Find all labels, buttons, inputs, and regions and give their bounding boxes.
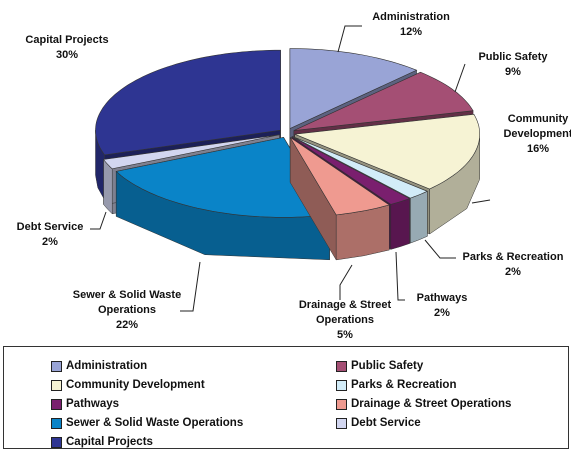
legend-swatch bbox=[336, 379, 347, 391]
legend-label: Capital Projects bbox=[66, 436, 153, 448]
label-value: 22% bbox=[115, 319, 139, 331]
label-value: 2% bbox=[505, 266, 521, 278]
label-name: Debt Service bbox=[16, 221, 84, 233]
slice bbox=[291, 136, 411, 205]
slice bbox=[115, 137, 331, 218]
label-name: Parks & Recreation bbox=[462, 251, 564, 263]
leader-line bbox=[454, 63, 466, 93]
legend-label: Sewer & Solid Waste Operations bbox=[66, 417, 244, 429]
legend-item: Parks & Recreation bbox=[336, 379, 456, 391]
slice-wall bbox=[410, 190, 428, 244]
legend-swatch bbox=[51, 379, 62, 391]
legend-item: Public Safety bbox=[336, 360, 423, 372]
legend-item: Pathways bbox=[51, 398, 119, 410]
data-label: Community Development 16% bbox=[493, 112, 571, 157]
slice bbox=[95, 49, 281, 156]
label-value: 2% bbox=[42, 236, 58, 248]
legend-item: Capital Projects bbox=[51, 436, 153, 448]
leader-line bbox=[395, 251, 405, 301]
label-name: Pathways bbox=[416, 292, 468, 304]
slice bbox=[293, 71, 474, 131]
leader-line bbox=[424, 239, 456, 259]
data-label: Drainage & Street Operations 5% bbox=[290, 298, 400, 343]
legend: Administration Public Safety Community Dev… bbox=[3, 346, 569, 449]
data-label: Administration 12% bbox=[351, 10, 471, 40]
label-value: 9% bbox=[505, 66, 521, 78]
legend-item: Administration bbox=[51, 360, 147, 372]
data-label: Debt Service 2% bbox=[5, 220, 95, 250]
legend-label: Drainage & Street Operations bbox=[351, 398, 512, 410]
slice bbox=[289, 137, 391, 216]
legend-swatch bbox=[51, 417, 62, 429]
label-value: 12% bbox=[399, 26, 423, 38]
data-label: Public Safety 9% bbox=[458, 50, 568, 80]
label-name: Community Development bbox=[503, 113, 571, 140]
data-label: Capital Projects 30% bbox=[12, 33, 122, 63]
leader-line bbox=[90, 211, 107, 230]
leader-line bbox=[471, 199, 491, 204]
data-label: Parks & Recreation 2% bbox=[453, 250, 571, 280]
legend-label: Debt Service bbox=[351, 417, 421, 429]
legend-swatch bbox=[336, 360, 347, 372]
leader-line bbox=[339, 264, 353, 300]
legend-swatch bbox=[51, 398, 62, 410]
label-name: Administration bbox=[372, 11, 450, 23]
legend-label: Parks & Recreation bbox=[351, 379, 457, 391]
legend-swatch bbox=[51, 436, 62, 448]
data-label: Pathways 2% bbox=[402, 291, 482, 321]
legend-item: Community Development bbox=[51, 379, 205, 391]
slice bbox=[103, 134, 280, 170]
leader-line bbox=[337, 25, 362, 53]
data-label: Sewer & Solid Waste Operations 22% bbox=[72, 288, 182, 333]
legend-swatch bbox=[51, 360, 62, 372]
slice bbox=[292, 136, 429, 199]
legend-swatch bbox=[336, 417, 347, 429]
legend-item: Debt Service bbox=[336, 417, 421, 429]
slice bbox=[294, 113, 480, 190]
label-name: Capital Projects bbox=[25, 34, 109, 46]
label-value: 30% bbox=[55, 49, 79, 61]
chart bbox=[90, 25, 491, 312]
legend-label: Pathways bbox=[66, 398, 120, 410]
label-name: Drainage & Street Operations bbox=[298, 299, 392, 326]
slice bbox=[289, 48, 418, 130]
label-name: Public Safety bbox=[478, 51, 548, 63]
label-value: 2% bbox=[434, 307, 450, 319]
label-name: Sewer & Solid Waste Operations bbox=[72, 289, 182, 316]
legend-swatch bbox=[336, 398, 347, 410]
label-value: 16% bbox=[526, 143, 550, 155]
label-value: 5% bbox=[337, 329, 353, 341]
legend-label: Public Safety bbox=[351, 360, 424, 372]
leader-line bbox=[180, 261, 201, 312]
legend-item: Sewer & Solid Waste Operations bbox=[51, 417, 243, 429]
legend-label: Community Development bbox=[66, 379, 205, 391]
slice-wall bbox=[390, 198, 410, 250]
legend-item: Drainage & Street Operations bbox=[336, 398, 511, 410]
legend-label: Administration bbox=[66, 360, 148, 372]
